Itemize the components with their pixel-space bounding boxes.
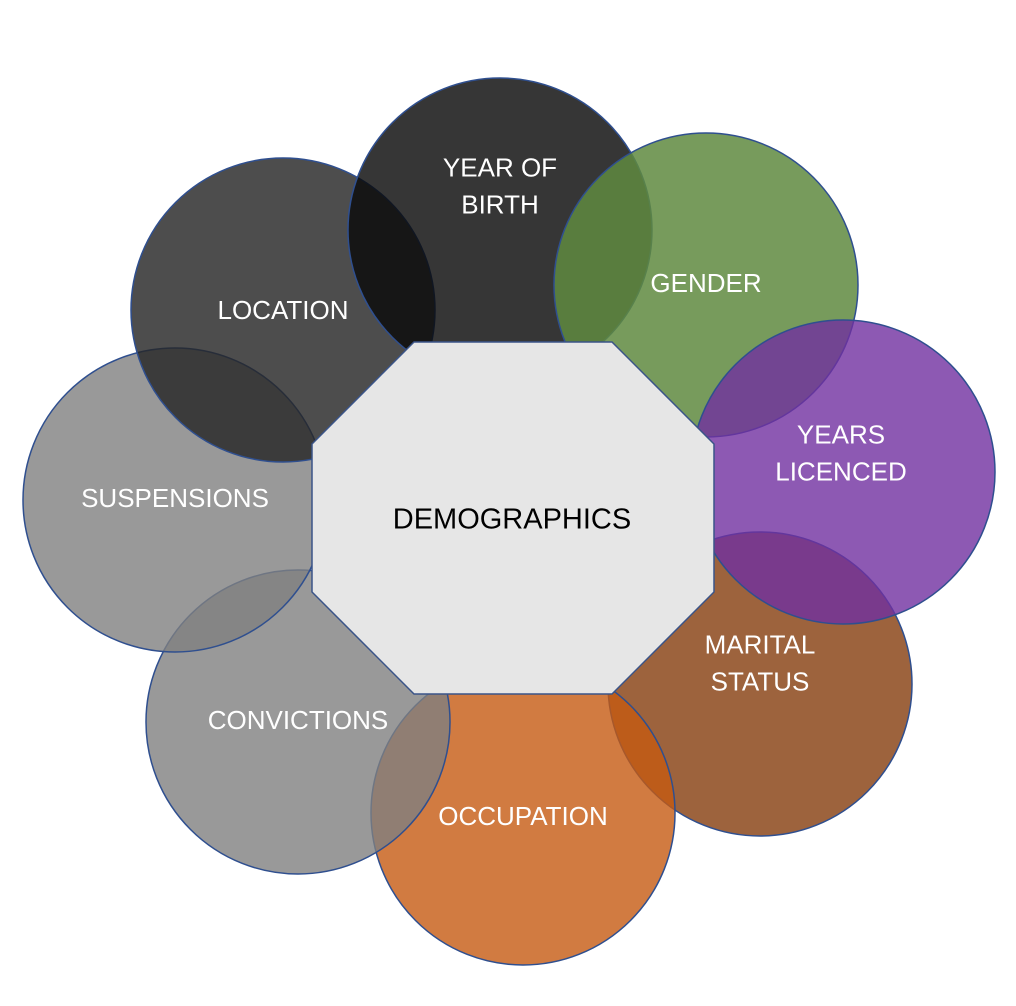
center-node: DEMOGRAPHICS [311,341,715,695]
petal-label-line: CONVICTIONS [208,705,389,735]
petal-label-line: GENDER [650,268,761,298]
center-label: DEMOGRAPHICS [393,504,631,536]
petal-label-line: LOCATION [218,295,349,325]
petal-label-line: YEARS [797,419,885,449]
petal-label-line: BIRTH [461,189,539,219]
petal-label-line: OCCUPATION [438,801,607,831]
petal-label-gender: GENDER [650,268,761,298]
petal-label-years-licenced: YEARS LICENCED [775,419,906,486]
petal-label-line: MARITAL [705,629,816,659]
petal-label-convictions: CONVICTIONS [208,705,389,735]
petal-label-location: LOCATION [218,295,349,325]
petal-label-marital-status: MARITAL STATUS [705,629,816,696]
petal-label-line: STATUS [711,666,810,696]
petal-label-year-of-birth: YEAR OF BIRTH [443,152,557,219]
petal-label-occupation: OCCUPATION [438,801,607,831]
petal-label-line: YEAR OF [443,152,557,182]
petal-label-line: LICENCED [775,456,906,486]
labels-layer: YEAR OF BIRTH GENDER YEARS LICENCED MARITAL ST… [81,152,907,831]
center-octagon [311,341,715,695]
petal-label-suspensions: SUSPENSIONS [81,483,269,513]
petal-label-line: SUSPENSIONS [81,483,269,513]
